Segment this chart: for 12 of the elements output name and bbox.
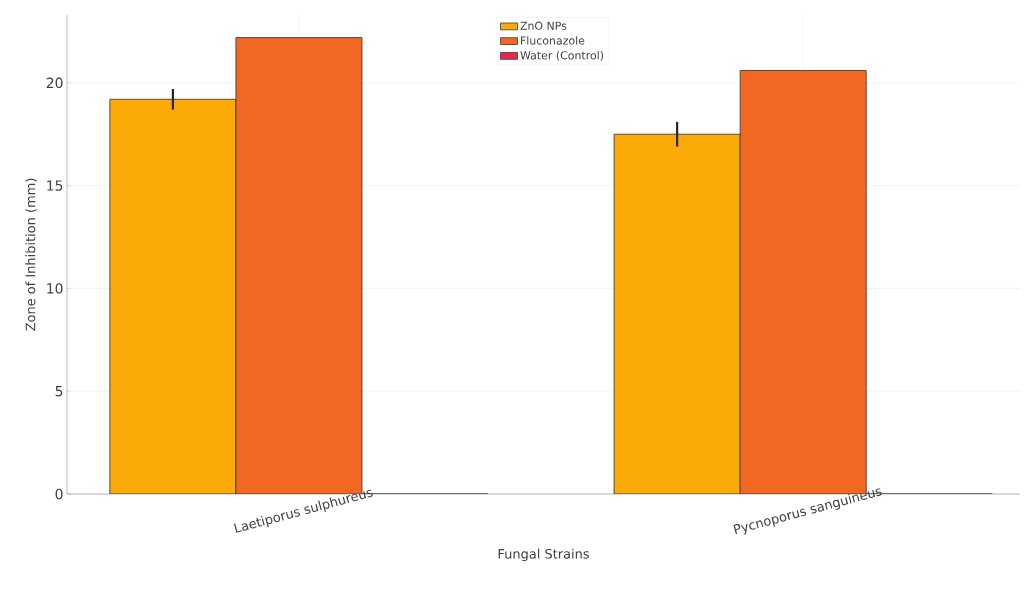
y-axis-title: Zone of Inhibition (mm) <box>25 178 37 331</box>
y-tick-label: 0 <box>55 488 63 500</box>
legend-label: Water (Control) <box>520 50 604 61</box>
y-tick-label: 10 <box>47 283 63 294</box>
legend-label: Fluconazole <box>521 36 585 45</box>
legend-label: ZnO NPs <box>520 21 567 30</box>
x-axis-title: Fungal Strains <box>498 548 589 562</box>
bar <box>109 98 237 494</box>
y-tick-label: 15 <box>47 180 63 191</box>
y-tick-label: 5 <box>55 386 63 397</box>
bar <box>613 133 741 494</box>
y-tick-label: 20 <box>46 77 63 89</box>
